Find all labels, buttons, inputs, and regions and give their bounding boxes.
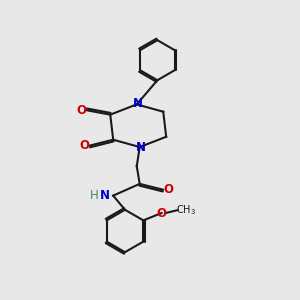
Text: O: O xyxy=(157,206,166,220)
Text: N: N xyxy=(133,97,143,110)
Text: O: O xyxy=(76,104,86,117)
Text: CH$_3$: CH$_3$ xyxy=(176,203,196,217)
Text: N: N xyxy=(136,141,146,154)
Text: O: O xyxy=(79,139,89,152)
Text: O: O xyxy=(164,183,174,196)
Text: H: H xyxy=(89,188,98,202)
Text: N: N xyxy=(100,188,110,202)
